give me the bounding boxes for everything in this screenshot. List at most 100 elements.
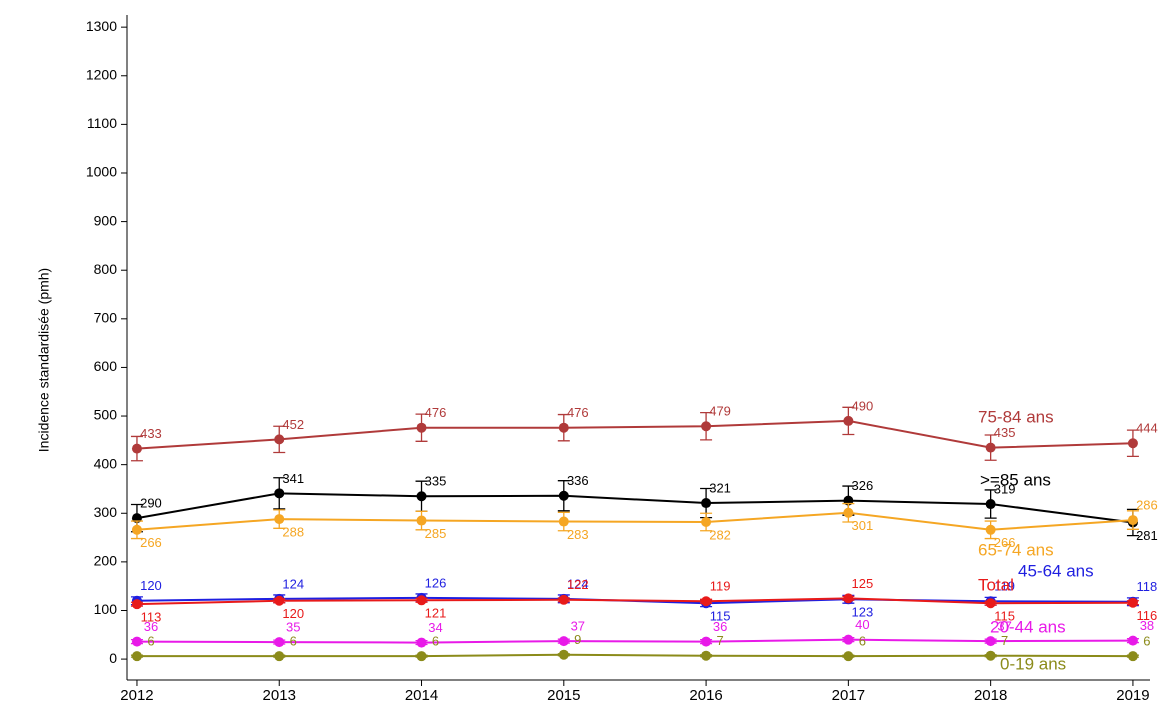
data-label: 37	[997, 619, 1011, 634]
point	[843, 634, 854, 645]
data-label: 335	[425, 474, 447, 489]
point	[1127, 515, 1138, 526]
y-tick-label: 400	[94, 455, 118, 471]
data-label: 6	[290, 634, 297, 649]
data-label: 119	[710, 579, 731, 594]
point	[843, 415, 854, 426]
point	[416, 637, 427, 648]
point	[701, 517, 712, 528]
x-tick-label: 2019	[1116, 687, 1149, 704]
data-label: 266	[140, 535, 162, 550]
x-tick-label: 2014	[405, 687, 438, 704]
data-label: 34	[428, 620, 442, 635]
y-tick-label: 800	[94, 261, 118, 277]
data-label: 38	[1140, 618, 1154, 633]
point	[274, 434, 285, 445]
data-label: 301	[852, 518, 874, 533]
data-label: 476	[425, 405, 447, 420]
data-label: 336	[567, 473, 589, 488]
series-name: Total	[978, 575, 1014, 594]
series-line	[136, 511, 1133, 531]
data-label: 36	[713, 619, 727, 634]
point	[985, 442, 996, 453]
point	[1127, 651, 1138, 662]
point	[274, 651, 285, 662]
data-label: 452	[282, 417, 304, 432]
y-tick-label: 900	[94, 212, 118, 228]
point	[701, 498, 712, 509]
point	[131, 651, 142, 662]
point	[1127, 597, 1138, 608]
point	[416, 422, 427, 433]
point	[558, 516, 569, 527]
data-label: 123	[852, 605, 874, 620]
point	[131, 524, 142, 535]
point	[985, 636, 996, 647]
x-tick-label: 2015	[547, 687, 580, 704]
series-name: 45-64 ans	[1018, 561, 1094, 580]
series-name: 20-44 ans	[990, 617, 1066, 636]
data-label: 433	[140, 426, 162, 441]
data-label: 7	[1001, 633, 1008, 648]
data-label: 124	[282, 576, 304, 591]
data-label: 125	[852, 576, 874, 591]
series-name: 0-19 ans	[1000, 654, 1066, 673]
data-label: 319	[994, 481, 1016, 496]
y-tick-label: 0	[109, 650, 117, 666]
point	[985, 650, 996, 661]
data-label: 321	[709, 480, 731, 495]
y-tick-label: 1000	[86, 164, 117, 180]
data-label: 36	[144, 619, 158, 634]
data-label: 40	[855, 617, 869, 632]
data-label: 124	[567, 576, 589, 591]
data-label: 288	[282, 525, 304, 540]
x-tick-label: 2012	[120, 687, 153, 704]
data-label: 282	[709, 527, 731, 542]
data-label: 286	[1136, 498, 1158, 513]
data-label: 120	[140, 578, 162, 593]
point	[274, 637, 285, 648]
y-tick-label: 1200	[86, 66, 117, 82]
x-tick-label: 2017	[832, 687, 865, 704]
data-label: 6	[859, 634, 866, 649]
data-label: 118	[1137, 579, 1158, 594]
data-label: 126	[425, 575, 447, 590]
data-label: 435	[994, 425, 1016, 440]
data-label: 113	[141, 610, 162, 625]
point	[701, 650, 712, 661]
point	[1127, 635, 1138, 646]
y-tick-label: 1300	[86, 18, 117, 34]
data-label: 326	[852, 478, 874, 493]
data-label: 341	[282, 471, 304, 486]
data-label: 6	[1143, 634, 1150, 649]
point	[985, 598, 996, 609]
point	[274, 595, 285, 606]
data-label: 285	[425, 526, 447, 541]
point	[843, 651, 854, 662]
data-label: 9	[574, 632, 581, 647]
data-label: 490	[852, 398, 874, 413]
series-line	[136, 597, 1133, 606]
series-line	[136, 653, 1133, 658]
data-label: 479	[709, 404, 731, 419]
series-line	[136, 638, 1133, 644]
point	[131, 636, 142, 647]
data-label: 476	[567, 405, 589, 420]
y-tick-label: 600	[94, 358, 118, 374]
point	[416, 595, 427, 606]
point	[843, 507, 854, 518]
x-tick-label: 2016	[689, 687, 722, 704]
point	[558, 594, 569, 605]
point	[558, 636, 569, 647]
data-label: 283	[567, 527, 589, 542]
data-label: 119	[994, 579, 1015, 594]
y-tick-label: 200	[94, 553, 118, 569]
data-label: 121	[425, 606, 447, 621]
point	[701, 596, 712, 607]
y-tick-label: 1100	[87, 115, 117, 131]
data-label: 290	[140, 496, 162, 511]
point	[558, 649, 569, 660]
point	[985, 524, 996, 535]
series-name: >=85 ans	[980, 470, 1051, 489]
